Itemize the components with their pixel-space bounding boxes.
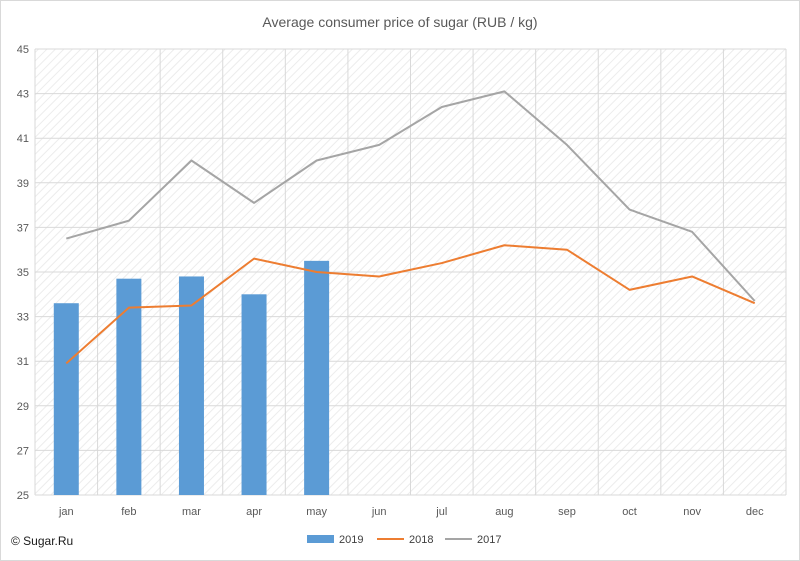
line-point — [628, 208, 630, 210]
x-tick-label: feb — [121, 506, 136, 518]
y-tick-label: 35 — [17, 267, 29, 279]
line-point — [691, 275, 693, 277]
line-point — [378, 144, 380, 146]
line-point — [754, 300, 756, 302]
source-credit: © Sugar.Ru — [11, 534, 74, 548]
x-tick-label: nov — [683, 506, 701, 518]
x-tick-label: jan — [58, 506, 74, 518]
x-axis-ticks: jan feb mar apr may jun jul aug sep oct nov dec — [58, 506, 764, 518]
line-point — [691, 231, 693, 233]
grid-lines — [34, 48, 787, 496]
chart-title: Average consumer price of sugar (RUB / k… — [262, 14, 537, 30]
bar — [241, 294, 267, 495]
legend: 2019 2018 2017 — [307, 534, 501, 546]
line-point — [190, 159, 192, 161]
x-tick-label: may — [306, 506, 327, 518]
legend-label: 2019 — [339, 534, 363, 546]
line-point — [190, 304, 192, 306]
legend-swatch-2019 — [307, 535, 334, 543]
legend-label: 2017 — [477, 534, 501, 546]
x-tick-label: apr — [246, 506, 262, 518]
line-point — [628, 289, 630, 291]
line-point — [378, 275, 380, 277]
x-tick-label: sep — [558, 506, 576, 518]
line-point — [128, 306, 130, 308]
y-tick-label: 25 — [17, 490, 29, 502]
line-point — [65, 362, 67, 364]
line-point — [441, 106, 443, 108]
bar — [116, 278, 142, 495]
line-point — [441, 262, 443, 264]
line-point — [566, 249, 568, 251]
y-tick-label: 37 — [17, 222, 29, 234]
line-point — [315, 271, 317, 273]
y-tick-label: 27 — [17, 445, 29, 457]
x-tick-label: dec — [746, 506, 764, 518]
y-axis-ticks: 25 27 29 31 33 35 37 39 41 43 45 — [17, 44, 29, 502]
line-series — [65, 90, 756, 365]
x-tick-label: oct — [622, 506, 637, 518]
x-tick-label: jun — [371, 506, 387, 518]
line-point — [253, 257, 255, 259]
y-tick-label: 41 — [17, 133, 29, 145]
y-tick-label: 43 — [17, 89, 29, 101]
legend-label: 2018 — [409, 534, 433, 546]
line-point — [503, 244, 505, 246]
y-tick-label: 31 — [17, 356, 29, 368]
line-point — [128, 220, 130, 222]
y-tick-label: 29 — [17, 401, 29, 413]
bar — [178, 276, 204, 495]
series-line-2018 — [65, 244, 756, 365]
line-point — [253, 202, 255, 204]
line-point — [566, 144, 568, 146]
y-tick-label: 33 — [17, 312, 29, 324]
line-point — [65, 237, 67, 239]
bar — [53, 303, 79, 495]
bar — [304, 260, 330, 495]
line-point — [503, 90, 505, 92]
x-tick-label: mar — [182, 506, 201, 518]
line-point — [754, 302, 756, 304]
y-tick-label: 45 — [17, 44, 29, 56]
line-point — [315, 159, 317, 161]
x-tick-label: aug — [495, 506, 513, 518]
y-tick-label: 39 — [17, 178, 29, 190]
series-line-2017 — [66, 90, 756, 302]
x-tick-label: jul — [435, 506, 447, 518]
